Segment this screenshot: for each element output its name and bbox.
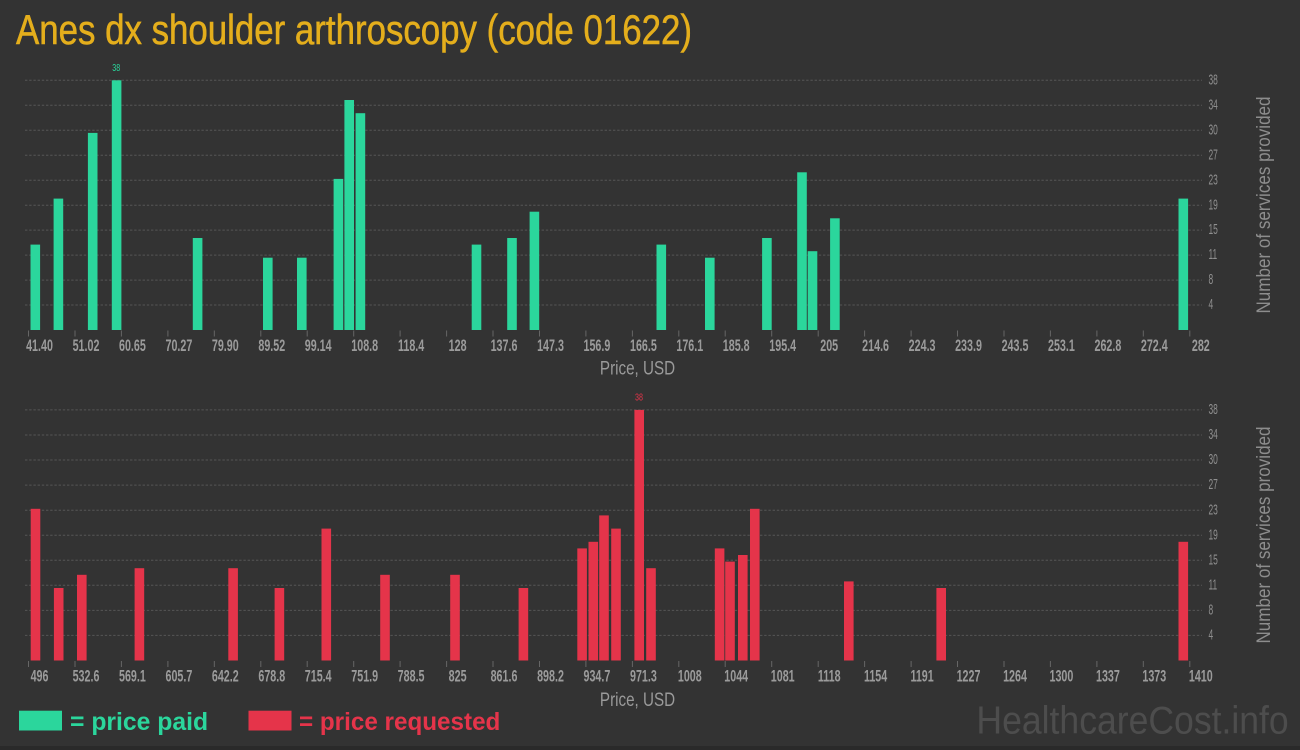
svg-text:214.6: 214.6: [862, 336, 889, 355]
svg-text:30: 30: [1209, 451, 1219, 468]
svg-text:79.90: 79.90: [212, 336, 239, 355]
svg-text:971.3: 971.3: [630, 666, 657, 685]
svg-text:Price, USD: Price, USD: [600, 357, 675, 379]
svg-text:195.4: 195.4: [769, 336, 796, 355]
svg-text:23: 23: [1209, 501, 1219, 518]
svg-text:1008: 1008: [678, 666, 702, 685]
svg-text:= price paid: = price paid: [70, 708, 208, 736]
svg-text:23: 23: [1209, 171, 1219, 188]
svg-text:176.1: 176.1: [676, 336, 703, 355]
svg-text:678.8: 678.8: [258, 666, 285, 685]
svg-text:233.9: 233.9: [955, 336, 982, 355]
svg-text:262.8: 262.8: [1094, 336, 1121, 355]
svg-text:19: 19: [1209, 196, 1219, 213]
svg-text:1227: 1227: [957, 666, 981, 685]
svg-text:185.8: 185.8: [723, 336, 750, 355]
svg-text:642.2: 642.2: [212, 666, 239, 685]
svg-text:156.9: 156.9: [583, 336, 610, 355]
svg-text:HealthcareCost.info: HealthcareCost.info: [976, 698, 1288, 742]
svg-text:Anes dx shoulder arthroscopy (: Anes dx shoulder arthroscopy (code 01622…: [16, 7, 692, 54]
svg-text:27: 27: [1209, 146, 1218, 163]
svg-text:34: 34: [1209, 426, 1219, 443]
svg-text:99.14: 99.14: [305, 336, 332, 355]
svg-text:15: 15: [1209, 551, 1219, 568]
svg-text:60.65: 60.65: [119, 336, 146, 355]
svg-text:41.40: 41.40: [26, 336, 53, 355]
svg-text:166.5: 166.5: [630, 336, 657, 355]
svg-text:8: 8: [1209, 271, 1214, 288]
svg-text:605.7: 605.7: [165, 666, 192, 685]
svg-text:147.3: 147.3: [537, 336, 564, 355]
svg-text:4: 4: [1209, 626, 1214, 643]
svg-text:282: 282: [1192, 336, 1210, 355]
svg-text:118.4: 118.4: [398, 336, 424, 355]
svg-text:108.8: 108.8: [351, 336, 378, 355]
svg-text:1044: 1044: [724, 666, 748, 685]
svg-text:38: 38: [112, 62, 120, 74]
svg-text:38: 38: [1209, 401, 1219, 418]
svg-text:137.6: 137.6: [491, 336, 518, 355]
svg-text:272.4: 272.4: [1141, 336, 1168, 355]
svg-text:224.3: 224.3: [909, 336, 936, 355]
svg-text:38: 38: [1209, 71, 1219, 88]
svg-text:19: 19: [1209, 526, 1219, 543]
svg-text:1191: 1191: [910, 666, 933, 685]
svg-text:243.5: 243.5: [1002, 336, 1029, 355]
svg-text:30: 30: [1209, 121, 1219, 138]
svg-text:1373: 1373: [1142, 666, 1166, 685]
svg-text:1410: 1410: [1189, 666, 1213, 685]
svg-text:205: 205: [820, 336, 838, 355]
svg-text:1118: 1118: [818, 666, 841, 685]
svg-text:1154: 1154: [864, 666, 887, 685]
svg-text:= price requested: = price requested: [299, 709, 500, 736]
svg-text:51.02: 51.02: [73, 336, 100, 355]
svg-text:4: 4: [1209, 296, 1214, 313]
svg-text:Price, USD: Price, USD: [600, 688, 675, 710]
svg-text:532.6: 532.6: [73, 666, 100, 685]
svg-text:1081: 1081: [771, 666, 795, 685]
svg-text:934.7: 934.7: [583, 666, 610, 685]
svg-text:Number of services provided: Number of services provided: [1252, 426, 1274, 643]
svg-text:11: 11: [1209, 576, 1218, 593]
svg-text:89.52: 89.52: [258, 336, 285, 355]
svg-text:861.6: 861.6: [491, 666, 518, 685]
svg-text:15: 15: [1209, 221, 1219, 238]
svg-text:825: 825: [449, 666, 467, 685]
svg-text:751.9: 751.9: [351, 666, 378, 685]
svg-text:569.1: 569.1: [119, 666, 146, 685]
svg-text:Number of services provided: Number of services provided: [1252, 96, 1274, 313]
svg-text:128: 128: [449, 336, 467, 355]
svg-text:70.27: 70.27: [165, 336, 192, 355]
svg-text:788.5: 788.5: [398, 666, 425, 685]
svg-text:496: 496: [31, 666, 49, 685]
svg-text:715.4: 715.4: [305, 666, 332, 685]
svg-text:1337: 1337: [1096, 666, 1120, 685]
svg-text:1264: 1264: [1003, 666, 1027, 685]
svg-text:8: 8: [1209, 601, 1214, 618]
svg-text:11: 11: [1209, 246, 1218, 263]
svg-text:27: 27: [1209, 476, 1218, 493]
svg-text:253.1: 253.1: [1048, 336, 1075, 355]
svg-text:38: 38: [635, 391, 643, 403]
svg-text:898.2: 898.2: [537, 666, 564, 685]
svg-text:1300: 1300: [1049, 666, 1073, 685]
svg-text:34: 34: [1209, 96, 1219, 113]
